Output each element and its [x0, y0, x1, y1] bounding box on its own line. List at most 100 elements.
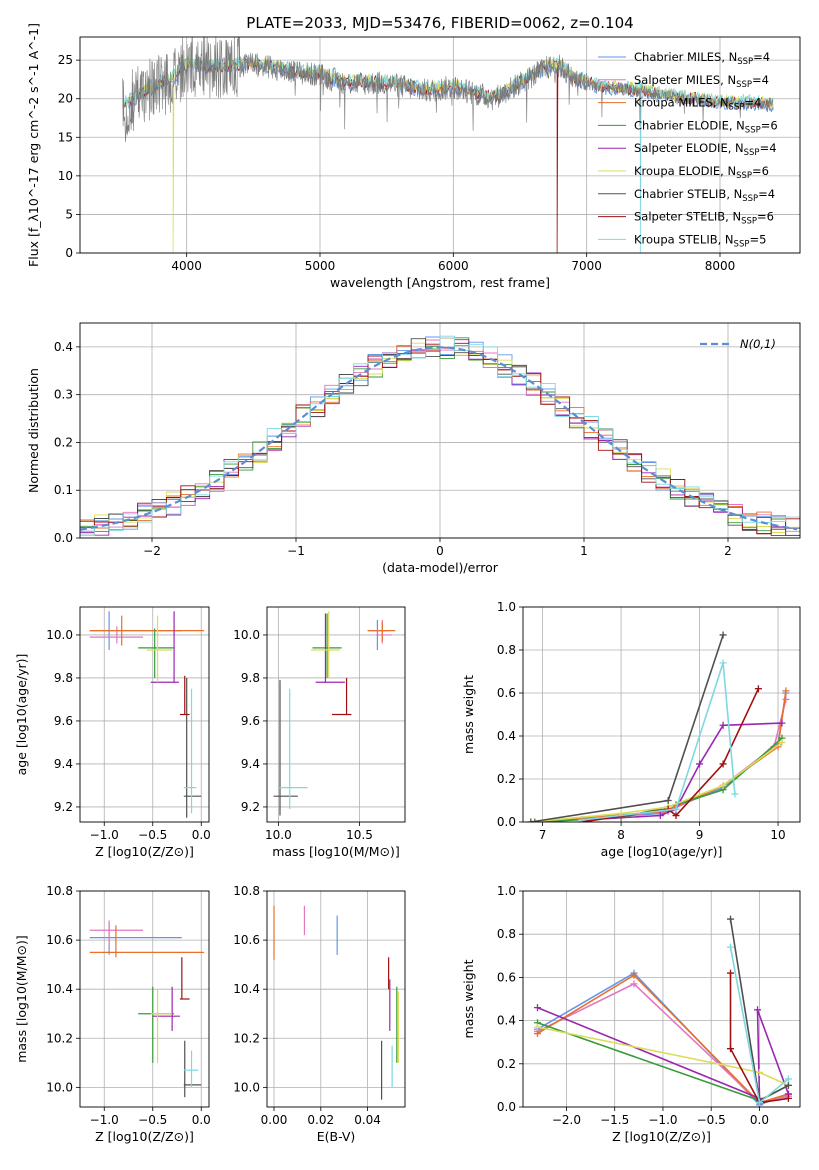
legend-subscript: SSP	[736, 171, 752, 181]
y-tick-label: 10.8	[46, 884, 73, 898]
x-tick-label: −2.0	[552, 1113, 581, 1127]
data-point-salpeter_stelib	[727, 1045, 735, 1053]
data-point-kroupa_elodie	[755, 1068, 763, 1076]
mass-weight-vs-age-panel: 7 8 9 10 0.0 0.2 0.4 0.6 0.8 1.0 age [log10(age/yr…	[461, 600, 801, 859]
normal-curve	[80, 346, 798, 531]
x-axis-label: E(B-V)	[317, 1129, 356, 1144]
x-tick-label: 0.00	[261, 1113, 288, 1127]
residuals-panel: −2 −1 0 1 2 0.0 0.1 0.2 0.3 0.4 (data-model)/error…	[26, 322, 801, 575]
error-bars	[89, 611, 205, 818]
x-axis-label: Z [log10(Z/Z⊙)]	[95, 1129, 194, 1144]
legend-text: =4	[753, 50, 770, 64]
y-tick-label: 0.0	[54, 531, 73, 545]
legend-text: =4	[758, 187, 775, 201]
data-point-kroupa_stelib	[578, 816, 586, 822]
series-lines	[533, 915, 792, 1107]
y-tick-label: 0.8	[497, 643, 516, 657]
x-tick-label: −1.0	[90, 1113, 119, 1127]
legend-text: Kroupa ELODIE, N	[634, 164, 736, 178]
data-point-kroupa_stelib	[755, 1099, 763, 1107]
data-point-chabrier_stelib	[784, 1081, 792, 1089]
x-axis-label: (data-model)/error	[382, 560, 499, 575]
data-point-kroupa_miles	[630, 971, 638, 979]
y-tick-label: 10.4	[46, 982, 73, 996]
series-line-salpeter_stelib	[729, 973, 789, 1104]
legend-text: Salpeter ELODIE, N	[634, 141, 744, 155]
series-line-chabrier_stelib	[530, 634, 724, 822]
x-tick-label: 7000	[571, 259, 602, 273]
data-point-salpeter_elodie	[696, 760, 704, 768]
x-tick-label: 6000	[438, 259, 469, 273]
legend-text: =5	[749, 232, 766, 246]
x-tick-label: 5000	[305, 259, 336, 273]
data-point-kroupa_stelib	[727, 943, 735, 951]
y-tick-label: 0.0	[497, 1100, 516, 1114]
y-tick-label: 10.6	[233, 933, 260, 947]
error-bars	[89, 920, 205, 1098]
error-bars	[273, 611, 396, 816]
data-point-kroupa_elodie	[533, 1023, 541, 1031]
series-line-salpeter_elodie	[537, 1006, 790, 1100]
series-line-chabrier_elodie	[534, 737, 783, 822]
y-tick-label: 0.2	[497, 1057, 516, 1071]
x-axis-label: age [log10(age/yr)]	[601, 844, 723, 859]
y-tick-label: 0.4	[497, 1014, 516, 1028]
x-tick-label: 0	[436, 544, 444, 558]
legend-text: Chabrier ELODIE, N	[634, 118, 745, 132]
data-point-kroupa_stelib	[719, 659, 727, 667]
y-axis-label: mass weight	[461, 675, 476, 754]
legend-entry: Salpeter MILES, NSSP=4	[634, 73, 769, 90]
legend-text: Kroupa MILES, N	[634, 96, 729, 110]
age-vs-metallicity-panel: −1.0 −0.5 0.0 9.2 9.4 9.6 9.8 10.0 Z [log10(Z/Z⊙…	[14, 606, 211, 859]
y-tick-label: 9.4	[54, 757, 73, 771]
legend-subscript: SSP	[734, 239, 750, 249]
data-point-salpeter_miles	[782, 695, 790, 703]
data-point-chabrier_stelib	[727, 915, 735, 923]
legend-text: Salpeter MILES, N	[634, 73, 736, 87]
y-tick-label: 20	[58, 92, 73, 106]
y-tick-label: 9.8	[54, 671, 73, 685]
y-axis-label: Normed distribution	[26, 368, 41, 493]
legend-subscript: SSP	[736, 80, 752, 90]
x-tick-label: 7	[539, 828, 547, 842]
legend-entry: Salpeter ELODIE, NSSP=4	[634, 141, 777, 158]
y-tick-label: 0.1	[54, 483, 73, 497]
grid	[80, 890, 209, 1107]
histograms	[80, 335, 800, 537]
data-point-salpeter_elodie	[533, 1004, 541, 1012]
y-axis-label: mass [log10(M/M⊙)]	[14, 935, 29, 1063]
x-tick-label: 8	[617, 828, 625, 842]
y-tick-label: 0.4	[497, 729, 516, 743]
mass-vs-metallicity-panel: −1.0 −0.5 0.0 10.0 10.2 10.4 10.6 10.8 Z [log10(…	[14, 884, 211, 1144]
x-axis-label: Z [log10(Z/Z⊙)]	[95, 844, 194, 859]
y-tick-label: 0.6	[497, 686, 516, 700]
y-tick-label: 25	[58, 53, 73, 67]
legend-subscript: SSP	[745, 125, 761, 135]
x-tick-label: 0.04	[354, 1113, 381, 1127]
y-tick-label: 0	[65, 246, 73, 260]
y-tick-label: 0.4	[54, 340, 73, 354]
x-tick-label: 0.02	[307, 1113, 334, 1127]
data-point-salpeter_stelib	[727, 969, 735, 977]
x-tick-label: −2	[143, 544, 161, 558]
y-tick-label: 10.0	[233, 628, 260, 642]
x-tick-label: −1.0	[648, 1113, 677, 1127]
data-point-chabrier_stelib	[527, 818, 535, 822]
data-point-kroupa_stelib	[784, 1075, 792, 1083]
y-tick-label: 9.4	[241, 757, 260, 771]
y-tick-label: 9.2	[241, 800, 260, 814]
data-point-kroupa_stelib	[672, 805, 680, 813]
y-tick-label: 10.4	[233, 982, 260, 996]
plot-frame	[522, 890, 801, 1108]
spectrum-panel: 4000 5000 6000 7000 8000 0 5 10 15 20 25 wavelength…	[26, 23, 801, 290]
x-tick-label: 10	[770, 828, 785, 842]
data-point-salpeter_elodie	[719, 721, 727, 729]
legend-subscript: SSP	[741, 217, 757, 227]
grid	[267, 890, 405, 1107]
legend-text: Salpeter STELIB, N	[634, 210, 741, 224]
y-tick-label: 0.8	[497, 927, 516, 941]
x-tick-label: −1.5	[600, 1113, 629, 1127]
x-tick-label: 9	[696, 828, 704, 842]
y-tick-label: 9.6	[54, 714, 73, 728]
legend-subscript: SSP	[742, 194, 758, 204]
